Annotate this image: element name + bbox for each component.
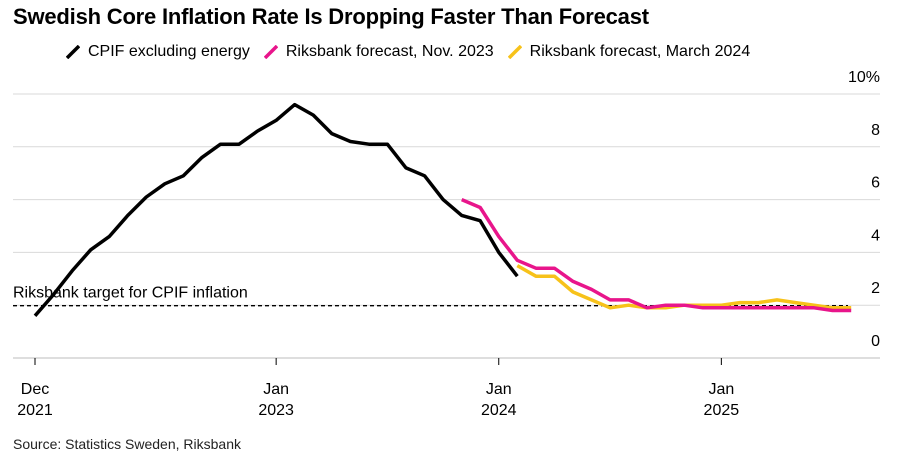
legend-swatch-march-2024 [507, 45, 522, 59]
legend: CPIF excluding energy Riksbank forecast,… [66, 41, 764, 63]
source-note: Source: Statistics Sweden, Riksbank [13, 436, 241, 452]
legend-item-cpif: CPIF excluding energy [66, 43, 250, 61]
legend-label-nov-2023: Riksbank forecast, Nov. 2023 [285, 43, 494, 60]
x-tick-label-2024-01-year: 2024 [481, 402, 517, 419]
x-tick-label-2023-01-month: Jan [263, 381, 289, 398]
target-reference-label: Riksbank target for CPIF inflation [13, 285, 248, 302]
legend-label-march-2024: Riksbank forecast, March 2024 [529, 43, 751, 60]
x-tick-label-2025-01-year: 2025 [704, 402, 740, 419]
legend-item-nov-2023: Riksbank forecast, Nov. 2023 [263, 43, 494, 61]
series-line-2 [516, 264, 852, 310]
y-tick-label-4: 4 [871, 227, 880, 244]
y-tick-label-8: 8 [871, 122, 880, 139]
series-line-0 [33, 102, 519, 317]
legend-swatch-cpif [66, 45, 80, 59]
chart-title: Swedish Core Inflation Rate Is Dropping … [13, 4, 649, 29]
x-tick-label-2024-01-month: Jan [486, 381, 512, 398]
legend-swatch-line-march-2024 [507, 45, 522, 59]
legend-swatch-line-nov-2023 [263, 45, 278, 59]
y-tick-label-6: 6 [871, 175, 880, 192]
x-tick-label-2021-12-year: 2021 [17, 402, 53, 419]
legend-item-march-2024: Riksbank forecast, March 2024 [507, 43, 751, 61]
legend-swatch-nov-2023 [263, 45, 278, 59]
y-tick-label-0: 0 [871, 333, 880, 350]
y-tick-label-2: 2 [871, 280, 880, 297]
series-line-1 [461, 197, 852, 313]
y-tick-label-10: 10% [848, 69, 880, 86]
legend-swatch-line-cpif [66, 45, 80, 59]
legend-label-cpif: CPIF excluding energy [88, 43, 250, 60]
x-tick-label-2023-01-year: 2023 [258, 402, 294, 419]
x-tick-label-2025-01-month: Jan [708, 381, 734, 398]
x-tick-label-2021-12-month: Dec [21, 381, 49, 398]
